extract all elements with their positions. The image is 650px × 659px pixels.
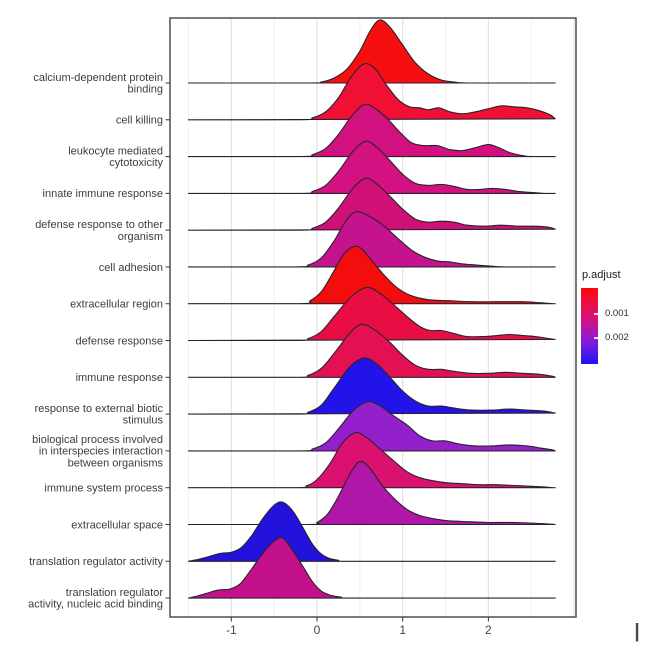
ridge-13 [187, 460, 556, 526]
ridge-8 [187, 286, 556, 342]
ridge-3 [187, 103, 556, 158]
y-axis-label: calcium-dependent protein binding [33, 72, 163, 96]
x-axis-label: -1 [226, 623, 237, 637]
ridge-10 [187, 357, 556, 415]
y-axis-label: extracellular space [71, 519, 163, 531]
ridge-4 [187, 140, 556, 194]
y-axis-label: response to external biotic stimulus [35, 403, 164, 427]
legend-label-bottom: 0.002 [605, 332, 629, 343]
ridge-1 [187, 19, 556, 84]
ridge-6 [187, 211, 556, 268]
y-axis-label: cell killing [116, 115, 163, 127]
legend-gradient-bar [581, 288, 598, 364]
ridge-2 [187, 62, 556, 121]
y-axis-label: leukocyte mediated cytotoxicity [68, 146, 163, 170]
ridge-9 [187, 323, 556, 378]
y-axis-label: defense response [76, 335, 163, 347]
x-axis-label: 1 [399, 623, 406, 637]
y-axis-label: translation regulator activity, nucleic a… [28, 587, 163, 611]
ridge-11 [187, 401, 556, 452]
legend-tick [594, 313, 598, 315]
y-axis-label: immune system process [44, 483, 163, 495]
legend: p.adjust 0.001 0.002 [581, 269, 638, 364]
legend-tick [594, 337, 598, 339]
y-axis-label: translation regulator activity [29, 556, 163, 568]
x-axis-label: 0 [314, 623, 321, 637]
panel-border [169, 17, 577, 618]
ridges-layer [187, 19, 556, 599]
y-axis-label: cell adhesion [99, 262, 163, 274]
y-axis-label: biological process involved in interspeci… [32, 434, 163, 469]
legend-scale-labels: 0.001 0.002 [598, 288, 638, 364]
x-axis-label: 2 [485, 623, 492, 637]
ridge-15 [187, 536, 556, 599]
y-axis-label: defense response to other organism [35, 219, 163, 243]
text-cursor-mark: | [634, 621, 640, 642]
ridge-12 [187, 432, 556, 489]
y-axis-label: extracellular region [70, 299, 163, 311]
ridge-7 [187, 245, 556, 305]
y-axis-label: innate immune response [43, 188, 163, 200]
y-axis-label: immune response [76, 372, 163, 384]
legend-title: p.adjust [582, 269, 621, 281]
ridge-5 [187, 177, 556, 231]
legend-label-top: 0.001 [605, 308, 629, 319]
